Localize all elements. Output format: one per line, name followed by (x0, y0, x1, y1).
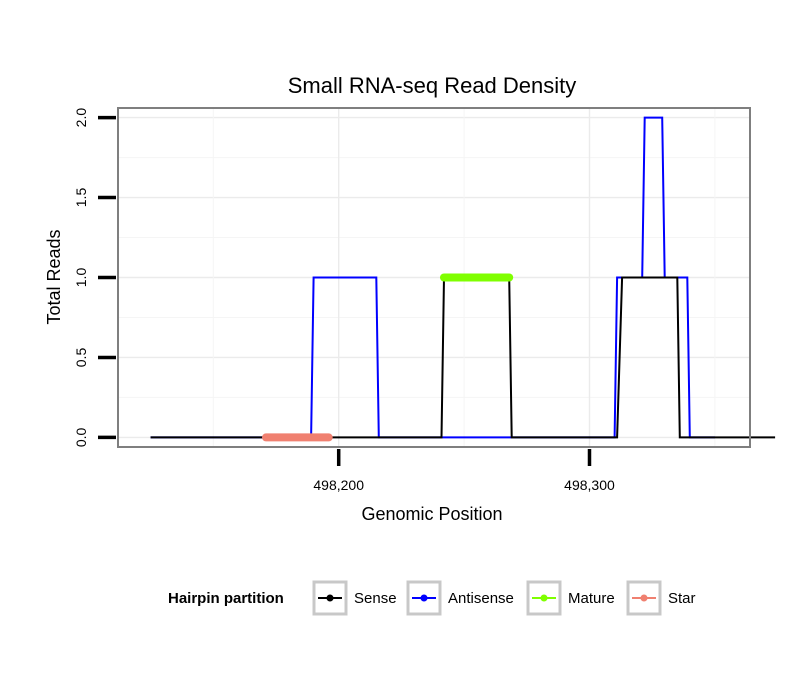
legend-label: Star (668, 590, 696, 607)
legend-item-sense: Sense (312, 580, 397, 616)
x-axis-label: Genomic Position (361, 504, 502, 524)
y-axis: 0.0 0.5 1.0 1.5 2.0 (73, 108, 116, 447)
series-layer (150, 116, 776, 442)
x-tick-label: 498,200 (313, 477, 364, 493)
legend: Hairpin partition Sense Antisense Mature St… (168, 580, 696, 616)
y-tick-label: 2.0 (73, 108, 89, 128)
chart-title: Small RNA-seq Read Density (288, 73, 577, 98)
y-tick-label: 0.0 (73, 427, 89, 447)
plot-panel (117, 107, 776, 448)
legend-label: Mature (568, 590, 615, 607)
y-axis-label: Total Reads (44, 229, 64, 324)
sense-series-line (150, 276, 776, 439)
legend-key-point (640, 594, 648, 602)
legend-label: Sense (354, 590, 397, 607)
legend-key (526, 580, 562, 616)
legend-item-antisense: Antisense (406, 580, 514, 616)
legend-title: Hairpin partition (168, 590, 284, 607)
y-tick-label: 1.0 (73, 268, 89, 288)
legend-key-point (540, 594, 548, 602)
legend-key-point (420, 594, 428, 602)
y-tick-label: 1.5 (73, 188, 89, 208)
legend-key-point (326, 594, 334, 602)
x-axis: 498,200 498,300 (313, 449, 615, 493)
legend-label: Antisense (448, 590, 514, 607)
panel-border (117, 107, 751, 448)
legend-item-star: Star (626, 580, 696, 616)
y-tick-label: 0.5 (73, 348, 89, 368)
legend-item-mature: Mature (526, 580, 615, 616)
x-tick-label: 498,300 (564, 477, 615, 493)
